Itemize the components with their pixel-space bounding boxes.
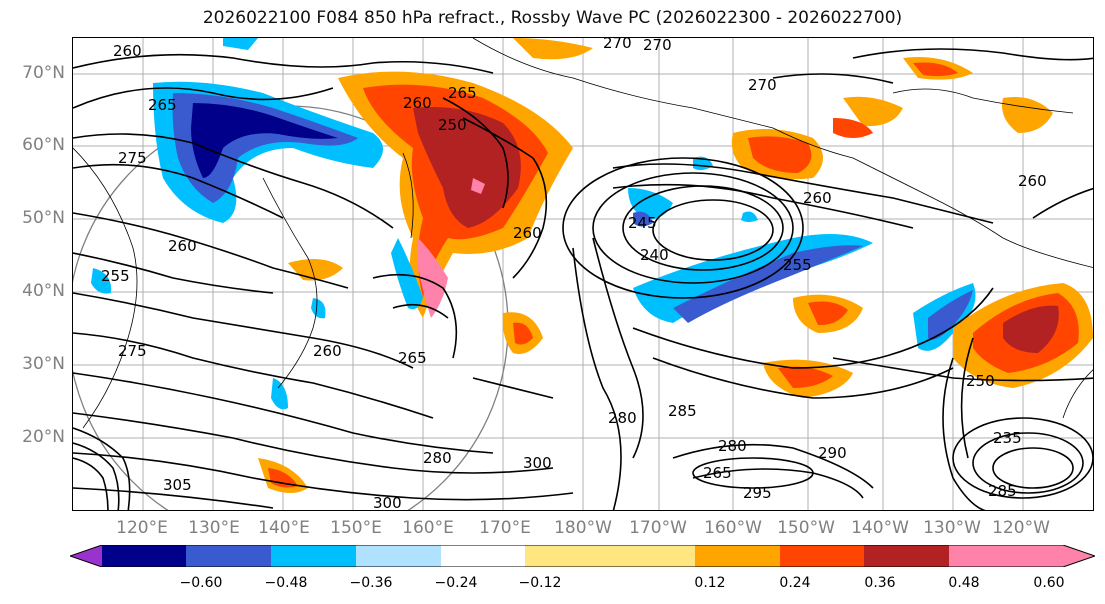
map-title: 2026022100 F084 850 hPa refract., Rossby… <box>202 8 903 28</box>
colorbar-arrow-high <box>949 545 1095 567</box>
colorbar-bin <box>780 545 864 567</box>
lon-label-140w: 140°W <box>851 518 909 538</box>
contour-label: 255 <box>783 256 812 274</box>
lat-label-60n: 60°N <box>22 135 65 155</box>
map-canvas: 260 265 270 275 260 255 250 265 260 260 … <box>73 38 1093 511</box>
contour-lines <box>73 48 1093 510</box>
colorbar-tick-label: 0.24 <box>779 575 811 591</box>
contour-label: 260 <box>403 94 432 112</box>
colorbar-tick-label: 0.48 <box>948 575 980 591</box>
lon-label-130w: 130°W <box>923 518 981 538</box>
contour-label: 240 <box>640 246 669 264</box>
contour-label: 295 <box>743 484 772 502</box>
coastlines <box>73 38 1093 429</box>
colorbar-bin <box>864 545 949 567</box>
map-panel: 260 265 270 275 260 255 250 265 260 260 … <box>72 37 1094 511</box>
lon-label-170w: 170°W <box>629 518 687 538</box>
contour-label: 270 <box>603 38 632 52</box>
colorbar-bin <box>186 545 271 567</box>
colorbar-bin <box>695 545 780 567</box>
colorbar-tick-label: −0.48 <box>264 575 308 591</box>
contour-label-group: 260 265 270 275 260 255 250 265 260 260 … <box>101 38 1047 511</box>
lon-label-170e: 170°E <box>479 518 531 538</box>
contour-label: 260 <box>1018 172 1047 190</box>
contour-label: 275 <box>118 342 147 360</box>
colorbar-tick-label: −0.12 <box>518 575 562 591</box>
lat-label-50n: 50°N <box>22 208 65 228</box>
contour-label: 250 <box>966 372 995 390</box>
contour-label: 300 <box>373 494 402 511</box>
colorbar-bin <box>271 545 356 567</box>
contour-label: 255 <box>101 267 130 285</box>
colorbar-tick-label: −0.24 <box>434 575 478 591</box>
colorbar <box>70 545 1095 567</box>
colorbar-tick-label: −0.36 <box>349 575 393 591</box>
lat-label-40n: 40°N <box>22 281 65 301</box>
contour-label: 250 <box>438 116 467 134</box>
lat-label-20n: 20°N <box>22 427 65 447</box>
colorbar-tick-label: −0.60 <box>179 575 223 591</box>
colorbar-arrow-low <box>70 545 102 567</box>
contour-label: 270 <box>748 76 777 94</box>
contour-label: 245 <box>628 214 657 232</box>
contour-label: 305 <box>163 476 192 494</box>
colorbar-bin <box>356 545 441 567</box>
contour-label: 260 <box>168 237 197 255</box>
contour-label: 280 <box>718 437 747 455</box>
lon-label-150e: 150°E <box>330 518 382 538</box>
contour-label: 270 <box>643 38 672 54</box>
contour-label: 265 <box>703 464 732 482</box>
lon-label-160w: 160°W <box>704 518 762 538</box>
colorbar-tick-label: 0.36 <box>864 575 896 591</box>
contour-label: 260 <box>803 189 832 207</box>
contour-label: 265 <box>448 84 477 102</box>
contour-label: 265 <box>148 96 177 114</box>
lon-label-160e: 160°E <box>402 518 454 538</box>
lon-label-150w: 150°W <box>777 518 835 538</box>
lon-label-120w: 120°W <box>992 518 1050 538</box>
contour-label: 265 <box>398 349 427 367</box>
colorbar-bin <box>102 545 186 567</box>
colorbar-bin <box>441 545 525 567</box>
contour-label: 260 <box>313 342 342 360</box>
contour-label: 235 <box>993 429 1022 447</box>
contour-label: 285 <box>988 482 1017 500</box>
lat-label-70n: 70°N <box>22 63 65 83</box>
contour-label: 260 <box>513 224 542 242</box>
colorbar-tick-label: 0.12 <box>694 575 726 591</box>
contour-label: 290 <box>818 444 847 462</box>
lon-label-130e: 130°E <box>188 518 240 538</box>
contour-label: 285 <box>668 402 697 420</box>
colorbar-bin <box>525 545 695 567</box>
contour-label: 260 <box>113 42 142 60</box>
contour-label: 275 <box>118 149 147 167</box>
lat-label-30n: 30°N <box>22 354 65 374</box>
contour-label: 280 <box>423 449 452 467</box>
lon-label-180w: 180°W <box>554 518 612 538</box>
lon-label-120e: 120°E <box>116 518 168 538</box>
contour-label: 280 <box>608 409 637 427</box>
colorbar-tick-label: 0.60 <box>1033 575 1065 591</box>
lon-label-140e: 140°E <box>258 518 310 538</box>
contour-label: 300 <box>523 454 552 472</box>
